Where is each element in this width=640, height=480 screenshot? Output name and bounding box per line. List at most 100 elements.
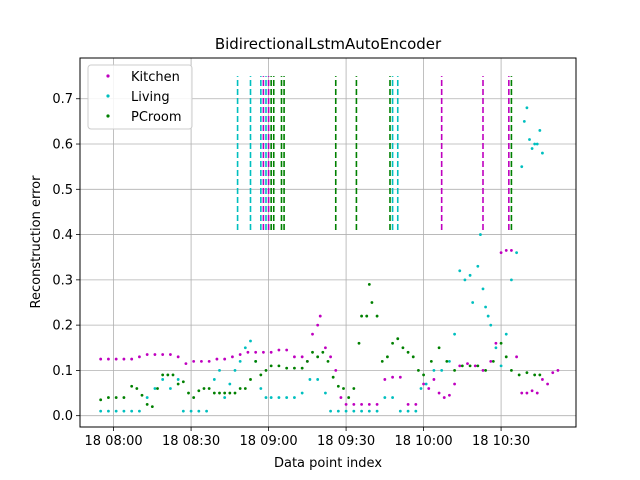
legend-label: Living (131, 90, 170, 105)
data-point (202, 387, 206, 390)
y-tick-label: 0.7 (52, 92, 73, 107)
data-point (533, 373, 537, 377)
data-point (466, 362, 469, 366)
data-point (238, 387, 242, 390)
data-point (212, 391, 216, 395)
data-point (541, 151, 544, 155)
data-point (367, 402, 371, 406)
data-point (138, 355, 141, 359)
data-point (510, 369, 513, 372)
data-point (504, 249, 508, 252)
data-point (197, 409, 201, 413)
data-point (176, 382, 180, 386)
data-point (277, 364, 281, 368)
data-point (535, 391, 539, 395)
data-point (367, 282, 371, 286)
data-point (161, 373, 165, 377)
data-point (135, 387, 139, 390)
data-point (504, 332, 508, 336)
data-point (530, 389, 534, 393)
data-point (489, 323, 493, 327)
data-point (391, 375, 394, 379)
anomaly-markers (236, 76, 513, 231)
data-point (122, 396, 126, 399)
data-point (391, 396, 394, 399)
data-point (448, 393, 451, 397)
data-point (352, 409, 356, 413)
data-point (344, 402, 348, 406)
data-point (437, 391, 441, 395)
data-point (375, 402, 379, 406)
data-point (525, 106, 529, 110)
data-point (419, 387, 423, 390)
data-point (414, 402, 418, 406)
data-point (192, 396, 196, 399)
data-point (533, 142, 537, 146)
data-point (432, 378, 436, 381)
data-point (515, 251, 518, 255)
data-point (205, 409, 208, 413)
x-axis-title: Data point index (274, 456, 382, 471)
data-point (218, 391, 221, 395)
x-tick-label: 18 08:00 (85, 434, 143, 449)
data-point (200, 359, 203, 363)
data-point (336, 409, 340, 413)
data-point (442, 396, 446, 399)
data-point (360, 402, 363, 406)
data-point (398, 409, 402, 413)
data-point (453, 369, 456, 372)
data-point (259, 387, 263, 390)
data-point (269, 350, 273, 354)
data-point (300, 391, 304, 395)
data-point (192, 359, 196, 363)
data-point (169, 353, 172, 356)
data-point (169, 387, 172, 390)
data-point (383, 378, 387, 381)
data-point (212, 378, 216, 381)
data-point (517, 373, 521, 377)
y-tick-label: 0.6 (52, 138, 73, 153)
data-point (181, 380, 185, 384)
data-point (422, 373, 425, 377)
data-point (99, 357, 103, 361)
data-point (246, 350, 250, 354)
data-point (176, 378, 180, 381)
legend-label: Kitchen (131, 70, 180, 85)
data-point (481, 287, 485, 291)
data-point (318, 314, 322, 318)
data-point (181, 409, 185, 413)
data-point (187, 391, 190, 395)
data-point (305, 359, 309, 363)
data-point (153, 387, 157, 390)
data-point (486, 314, 490, 318)
x-tick-label: 18 09:30 (317, 434, 375, 449)
data-point (414, 409, 418, 413)
y-tick-label: 0.5 (52, 183, 73, 198)
data-point (145, 402, 149, 406)
data-point (153, 353, 157, 356)
data-point (99, 398, 103, 402)
data-point (269, 396, 273, 399)
y-tick-label: 0.3 (52, 273, 73, 288)
legend: Kitchen Living PCroom (87, 64, 193, 130)
data-point (370, 301, 374, 304)
y-axis-title: Reconstruction error (29, 175, 44, 309)
data-point (324, 391, 327, 395)
data-point (316, 378, 320, 381)
data-point (458, 269, 462, 273)
data-point (300, 366, 304, 370)
data-point (326, 359, 330, 363)
series-kitchen (99, 249, 560, 406)
data-point (254, 359, 258, 363)
data-point (510, 249, 513, 252)
data-point (228, 391, 232, 395)
legend-marker (106, 74, 110, 78)
data-point (541, 378, 544, 381)
data-point (207, 359, 211, 363)
data-point (176, 355, 180, 359)
legend-marker (106, 114, 110, 118)
data-point (262, 350, 265, 354)
data-point (99, 409, 103, 413)
data-point (238, 359, 242, 363)
